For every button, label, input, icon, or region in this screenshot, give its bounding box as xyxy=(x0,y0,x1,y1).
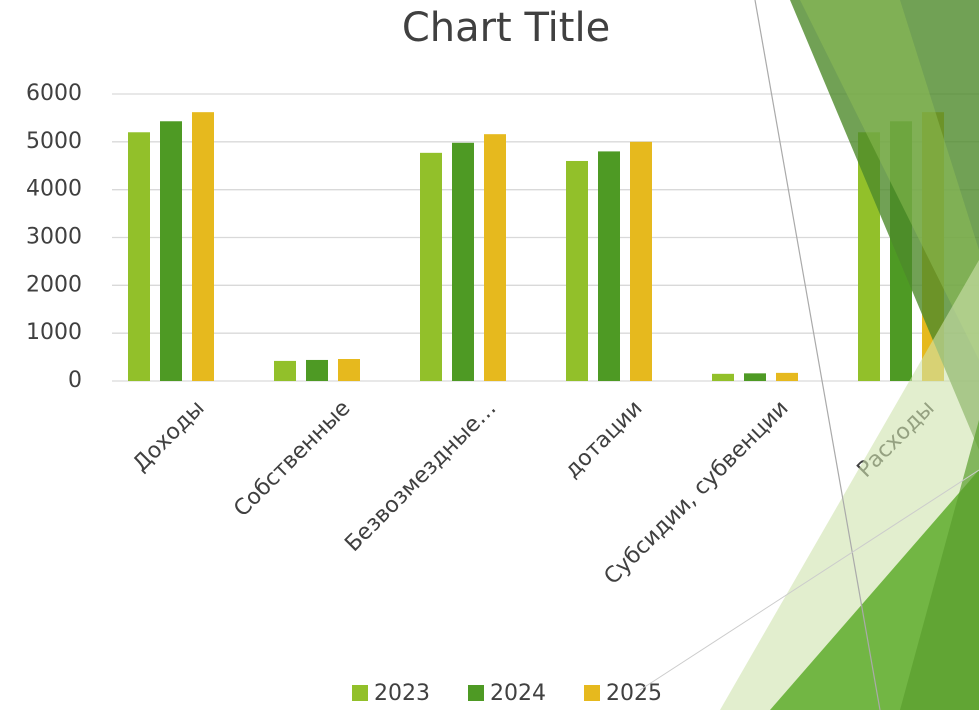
legend-swatch xyxy=(352,685,368,701)
legend-label: 2025 xyxy=(606,681,662,706)
legend-label: 2024 xyxy=(490,681,546,706)
bar xyxy=(338,359,360,381)
y-tick-label: 0 xyxy=(68,368,82,393)
x-tick-label: дотации xyxy=(560,396,647,483)
y-tick-label: 3000 xyxy=(26,225,82,250)
bar xyxy=(922,112,944,381)
bar xyxy=(566,161,588,381)
y-tick-label: 2000 xyxy=(26,272,82,297)
x-tick-label: Доходы xyxy=(128,396,209,477)
y-tick-label: 6000 xyxy=(26,81,82,106)
y-tick-label: 5000 xyxy=(26,129,82,154)
y-tick-label: 4000 xyxy=(26,177,82,202)
bar xyxy=(192,112,214,381)
bar xyxy=(274,361,296,381)
bar xyxy=(452,143,474,381)
bar xyxy=(776,373,798,381)
bar xyxy=(420,153,442,381)
bar xyxy=(744,373,766,381)
slide: Chart Title 0 1000 2000 3000 4000 5000 6000 Дох… xyxy=(0,0,979,710)
x-tick-label: Безвозмездные… xyxy=(340,396,501,557)
legend-label: 2023 xyxy=(374,681,430,706)
bar xyxy=(712,374,734,381)
chart-title: Chart Title xyxy=(402,5,610,51)
x-tick-label: Расходы xyxy=(853,396,940,483)
bar xyxy=(858,132,880,381)
bar xyxy=(484,134,506,381)
bar xyxy=(160,121,182,381)
y-tick-label: 1000 xyxy=(26,320,82,345)
x-tick-label: Собственные xyxy=(229,396,355,522)
bar xyxy=(306,360,328,381)
legend-swatch xyxy=(584,685,600,701)
legend-swatch xyxy=(468,685,484,701)
bar xyxy=(598,151,620,381)
bar xyxy=(630,142,652,381)
bar xyxy=(890,121,912,381)
bar xyxy=(128,132,150,381)
chart: Chart Title 0 1000 2000 3000 4000 5000 6000 Дох… xyxy=(0,0,979,710)
